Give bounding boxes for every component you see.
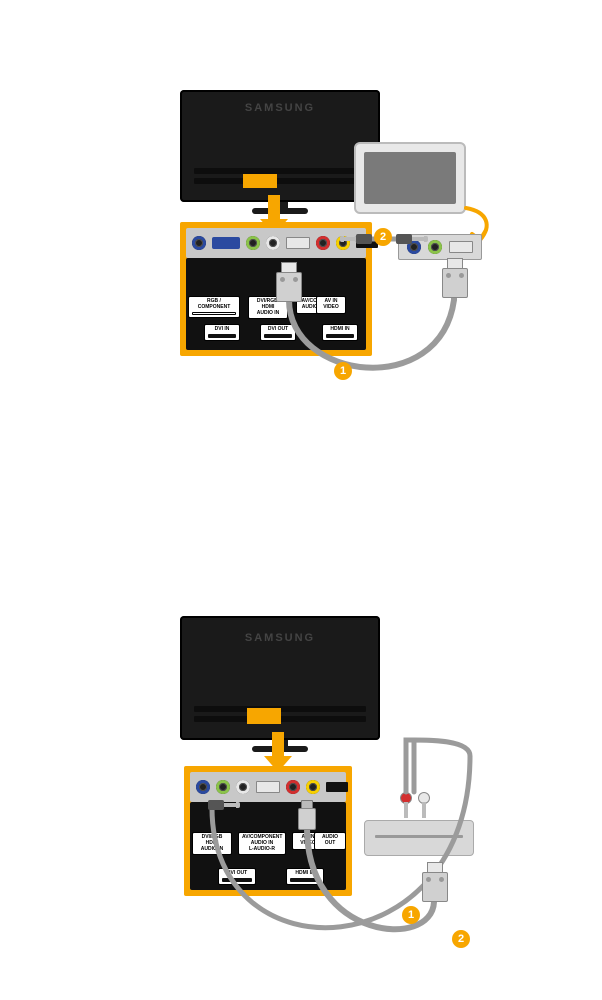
fig2-hdmi-plug-body: [298, 808, 316, 830]
fig2-audio-plug-body: [208, 800, 224, 810]
fig1-audio-plug-r-body: [396, 234, 412, 244]
fig1-ext-dvi-plug: [438, 258, 472, 298]
fig1-audio-plug-l-tip: [344, 237, 356, 241]
fig2-audio-plug: [196, 800, 236, 810]
fig2-audio-plug-tip: [224, 803, 236, 807]
fig1-audio-plug-r: [384, 234, 424, 244]
fig1-dvi-plug: [272, 262, 306, 302]
fig1-ext-dvi-plug-body: [442, 268, 468, 298]
fig2-cable-1: [0, 500, 602, 1000]
fig2-dvi-plug-body: [422, 872, 448, 902]
fig1-audio-plug-l-body: [356, 234, 372, 244]
fig1-cable-2: [0, 0, 602, 500]
fig2-hdmi-plug: [296, 800, 318, 830]
fig2-badge-1: 1: [402, 906, 420, 924]
fig1-dvi-plug-body: [276, 272, 302, 302]
fig2-dvi-plug: [418, 862, 452, 902]
fig1-audio-plug-l: [344, 234, 384, 244]
fig1-audio-plug-r-tip: [412, 237, 424, 241]
